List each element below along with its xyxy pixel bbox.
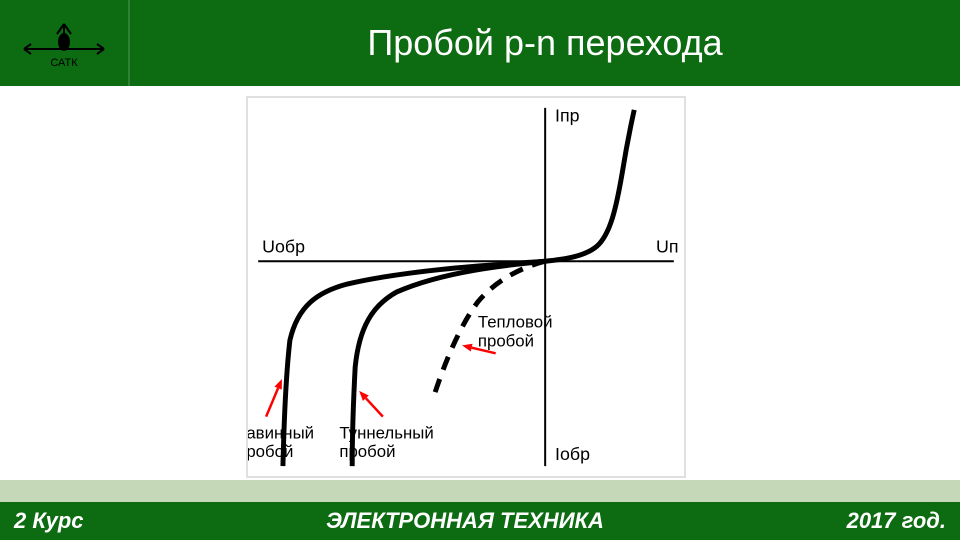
- logo-box: САТК: [0, 0, 130, 86]
- header-bar: САТК Пробой p-n перехода: [0, 0, 960, 86]
- label-upr: Uп: [656, 236, 679, 256]
- callout-text2-thermal: пробой: [478, 331, 534, 350]
- callout-arrow-tunnel: [366, 398, 383, 416]
- footer-stripe: [0, 480, 960, 502]
- forward-curve: [545, 110, 634, 261]
- callout-arrowhead-thermal: [462, 344, 473, 352]
- callout-text2-avalanche: робой: [248, 442, 293, 461]
- breakdown-chart: Iпр Iобр Uобр Uп ТепловойпробойТуннельны…: [248, 98, 684, 476]
- chart-container: Iпр Iобр Uобр Uп ТепловойпробойТуннельны…: [246, 96, 686, 478]
- page-title: Пробой p-n перехода: [130, 22, 960, 64]
- label-uobr: Uобр: [262, 236, 305, 256]
- callout-text1-avalanche: авинный: [248, 423, 314, 442]
- callout-arrow-avalanche: [266, 388, 278, 416]
- footer-left: 2 Курс: [14, 508, 84, 534]
- satk-logo-icon: САТК: [19, 16, 109, 71]
- logo-text: САТК: [50, 57, 78, 69]
- footer-right: 2017 год.: [847, 508, 946, 534]
- footer-bar: 2 Курс ЭЛЕКТРОННАЯ ТЕХНИКА 2017 год.: [0, 502, 960, 540]
- footer-center: ЭЛЕКТРОННАЯ ТЕХНИКА: [326, 508, 604, 534]
- label-ipr: Iпр: [555, 106, 580, 126]
- callout-text1-thermal: Тепловой: [478, 313, 553, 332]
- callout-arrowhead-avalanche: [274, 379, 281, 390]
- label-iobr: Iобр: [555, 444, 590, 464]
- callout-text2-tunnel: пробой: [339, 442, 395, 461]
- callout-text1-tunnel: Туннельный: [339, 423, 433, 442]
